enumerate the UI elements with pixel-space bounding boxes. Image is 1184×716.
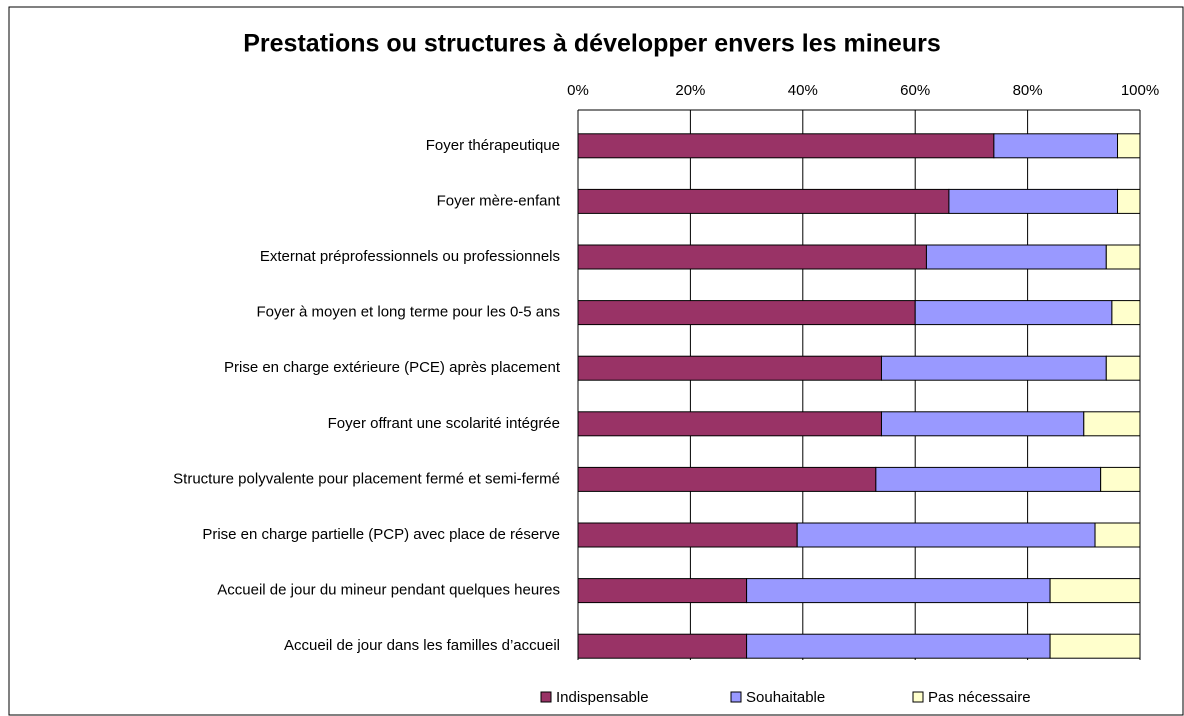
y-tick-label: Structure polyvalente pour placement fer… xyxy=(173,470,560,487)
y-tick-label: Prise en charge extérieure (PCE) après p… xyxy=(224,359,561,376)
x-tick-label: 40% xyxy=(788,82,818,99)
bar-segment xyxy=(948,188,1119,214)
bar-segment xyxy=(796,522,1096,548)
x-tick-label: 60% xyxy=(900,82,930,99)
chart-title: Prestations ou structures à développer e… xyxy=(243,30,941,58)
legend-swatch xyxy=(540,691,552,703)
bar-segment xyxy=(1117,188,1141,214)
y-tick-label: Accueil de jour du mineur pendant quelqu… xyxy=(217,582,560,599)
legend-swatch xyxy=(912,691,924,703)
bar-segment xyxy=(577,633,748,659)
legend-label: Indispensable xyxy=(556,689,649,706)
bar-segment xyxy=(577,355,882,381)
bar-segment xyxy=(880,411,1085,437)
bar-segment xyxy=(1083,411,1141,437)
bar-segment xyxy=(577,300,916,326)
bar-segment xyxy=(1105,244,1141,270)
x-tick-label: 100% xyxy=(1121,82,1159,99)
bar-segment xyxy=(1094,522,1141,548)
bar-segment xyxy=(577,466,877,492)
y-tick-label: Externat préprofessionnels ou profession… xyxy=(260,248,560,265)
legend-swatch xyxy=(730,691,742,703)
bar-segment xyxy=(577,578,748,604)
bar-segment xyxy=(577,411,882,437)
bar-segment xyxy=(1105,355,1141,381)
y-tick-label: Prise en charge partielle (PCP) avec pla… xyxy=(202,526,560,543)
bar-segment xyxy=(1100,466,1141,492)
bar-segment xyxy=(875,466,1102,492)
bar-segment xyxy=(577,133,995,159)
bar-segment xyxy=(993,133,1119,159)
bar-segment xyxy=(1049,633,1141,659)
bar-segment xyxy=(914,300,1113,326)
y-tick-label: Foyer thérapeutique xyxy=(426,137,560,154)
bar-segment xyxy=(1049,578,1141,604)
y-tick-label: Accueil de jour dans les familles d’accu… xyxy=(284,637,560,654)
bar-segment xyxy=(577,522,798,548)
x-tick-label: 20% xyxy=(675,82,705,99)
bar-segment xyxy=(577,188,950,214)
bar-segment xyxy=(925,244,1107,270)
legend-label: Pas nécessaire xyxy=(928,689,1031,706)
bar-segment xyxy=(746,578,1051,604)
x-tick-label: 80% xyxy=(1013,82,1043,99)
y-tick-label: Foyer à moyen et long terme pour les 0-5… xyxy=(257,304,561,321)
legend-label: Souhaitable xyxy=(746,689,825,706)
y-tick-label: Foyer offrant une scolarité intégrée xyxy=(328,415,560,432)
x-tick-label: 0% xyxy=(567,82,589,99)
bar-segment xyxy=(880,355,1107,381)
bar-segment xyxy=(746,633,1051,659)
bar-segment xyxy=(1111,300,1141,326)
y-tick-label: Foyer mère-enfant xyxy=(437,192,561,209)
bar-segment xyxy=(577,244,927,270)
bar-segment xyxy=(1117,133,1141,159)
